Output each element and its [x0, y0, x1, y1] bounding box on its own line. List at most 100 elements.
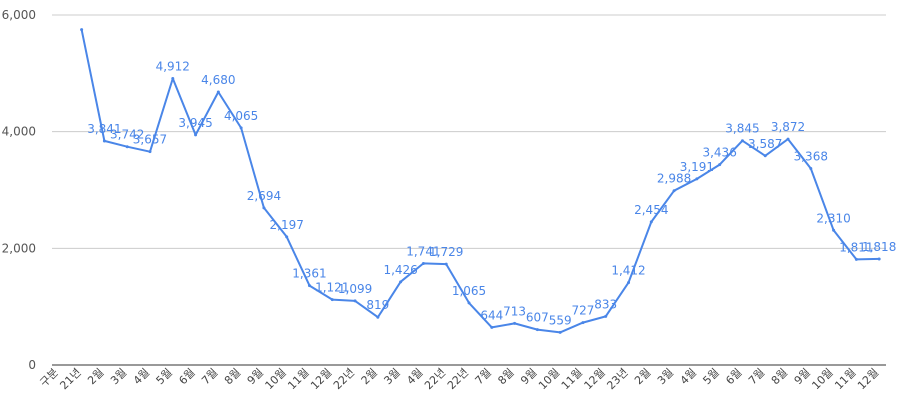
- data-label: 2,454: [634, 203, 668, 217]
- data-point: [627, 281, 631, 285]
- x-tick-label: 3월: [381, 366, 402, 387]
- x-tick-label: 7월: [746, 366, 767, 387]
- data-label: 713: [503, 304, 526, 318]
- data-point: [558, 330, 562, 334]
- x-tick-label: 2월: [632, 366, 653, 387]
- data-point: [353, 299, 357, 303]
- data-point: [649, 220, 653, 224]
- x-tick-label: 6월: [176, 366, 197, 387]
- data-point: [330, 298, 334, 302]
- data-point: [718, 163, 722, 167]
- gridlines: [52, 14, 886, 366]
- data-point: [672, 189, 676, 193]
- x-tick-label: 8월: [769, 366, 790, 387]
- y-tick-label: 6,000: [2, 8, 36, 22]
- data-label: 1,121: [315, 281, 349, 295]
- data-label: 4,680: [201, 73, 235, 87]
- data-label: 1,099: [338, 282, 372, 296]
- data-point: [809, 167, 813, 171]
- data-label: 1,426: [383, 263, 417, 277]
- x-tick-label: 22년: [331, 366, 357, 392]
- data-label: 2,310: [816, 211, 850, 225]
- data-label: 1,741: [406, 244, 440, 258]
- data-label: 2,988: [657, 172, 691, 186]
- data-label: 3,845: [725, 122, 759, 136]
- data-point: [513, 321, 517, 325]
- x-tick-label: 5월: [700, 366, 721, 387]
- data-point: [604, 314, 608, 318]
- data-point: [376, 315, 380, 319]
- y-axis-ticks: 0 2,000 4,000 6,000: [2, 8, 36, 372]
- data-point: [194, 133, 198, 137]
- x-tick-label: 3월: [108, 366, 129, 387]
- data-label: 4,065: [224, 109, 258, 123]
- x-tick-label: 4월: [131, 366, 152, 387]
- x-tick-label: 10월: [263, 366, 289, 392]
- data-point: [102, 139, 106, 143]
- data-label: 3,191: [680, 160, 714, 174]
- x-tick-label: 6월: [723, 366, 744, 387]
- x-tick-label: 7월: [473, 366, 494, 387]
- data-label: 1,412: [611, 264, 645, 278]
- x-tick-label: 11월: [559, 366, 585, 392]
- data-label: 3,657: [133, 133, 167, 147]
- data-point: [854, 257, 858, 261]
- x-tick-label: 7월: [199, 366, 220, 387]
- x-tick-label: 12월: [855, 366, 881, 392]
- x-tick-label: 22년: [422, 366, 448, 392]
- data-label: 644: [480, 308, 503, 322]
- data-point: [262, 206, 266, 210]
- data-label: 2,694: [247, 189, 281, 203]
- data-point: [467, 301, 471, 305]
- data-label: 3,436: [702, 146, 736, 160]
- data-label: 607: [526, 311, 549, 325]
- data-point: [216, 90, 220, 94]
- data-label: 819: [366, 298, 389, 312]
- data-label: 3,587: [748, 137, 782, 151]
- x-tick-label: 11월: [832, 366, 858, 392]
- x-tick-label: 22년: [445, 366, 471, 392]
- data-label: 4,912: [156, 59, 190, 73]
- x-tick-label: 10월: [536, 366, 562, 392]
- data-point: [786, 137, 790, 141]
- data-label: 1,818: [862, 240, 896, 254]
- data-point: [171, 76, 175, 80]
- x-tick-label: 2월: [85, 366, 106, 387]
- x-tick-label: 3월: [655, 366, 676, 387]
- x-tick-label: 8월: [222, 366, 243, 387]
- data-point: [444, 262, 448, 266]
- data-label: 3,841: [87, 122, 121, 136]
- data-point: [581, 321, 585, 325]
- data-label: 727: [571, 304, 594, 318]
- data-point: [535, 328, 539, 332]
- x-tick-label: 11월: [285, 366, 311, 392]
- data-label: 1,729: [429, 245, 463, 259]
- data-point: [877, 257, 881, 261]
- data-point: [125, 145, 129, 149]
- x-tick-label: 12월: [308, 366, 334, 392]
- data-point: [285, 235, 289, 239]
- x-tick-label: 12월: [582, 366, 608, 392]
- data-point: [239, 126, 243, 130]
- data-label: 1,361: [292, 267, 326, 281]
- y-tick-label: 4,000: [2, 125, 36, 139]
- x-tick-label: 2월: [359, 366, 380, 387]
- x-tick-label: 5월: [154, 366, 175, 387]
- x-tick-label: 21년: [57, 366, 83, 392]
- data-point: [80, 28, 84, 32]
- x-tick-label: 23년: [604, 366, 630, 392]
- data-label: 3,945: [178, 116, 212, 130]
- data-point: [148, 150, 152, 154]
- data-point: [763, 154, 767, 158]
- x-tick-label: 10월: [809, 366, 835, 392]
- data-point: [490, 325, 494, 329]
- data-label: 3,872: [771, 120, 805, 134]
- y-tick-label: 0: [28, 358, 36, 372]
- data-point: [832, 228, 836, 232]
- series-line: [80, 28, 881, 334]
- data-point: [307, 284, 311, 288]
- data-point: [695, 177, 699, 181]
